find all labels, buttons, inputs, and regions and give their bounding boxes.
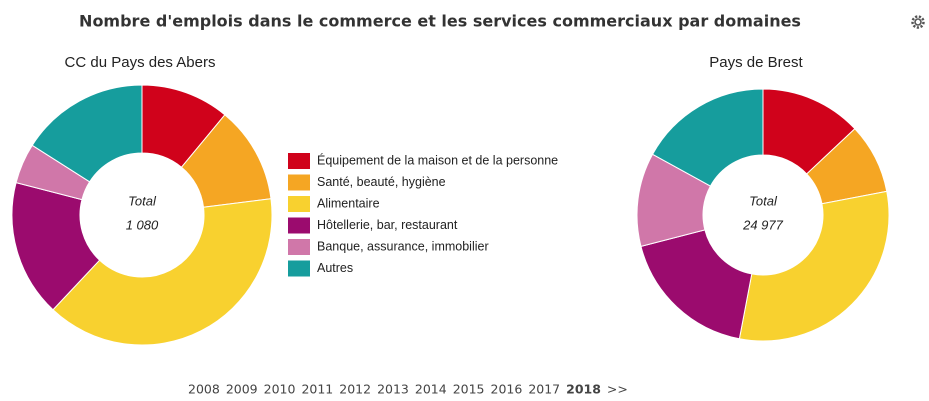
chart-subtitle: CC du Pays des Abers — [65, 54, 216, 71]
year-option[interactable]: 2013 — [377, 382, 409, 397]
legend-swatch — [288, 174, 310, 191]
donut-slice — [640, 229, 753, 340]
legend-label: Banque, assurance, immobilier — [317, 239, 489, 253]
chart-subtitle: Pays de Brest — [709, 54, 803, 71]
legend-label: Autres — [317, 261, 353, 275]
year-option[interactable]: 2010 — [264, 382, 296, 397]
gear-teeth — [911, 15, 925, 29]
page-title: Nombre d'emplois dans le commerce et les… — [79, 12, 801, 31]
legend-swatch — [288, 239, 310, 255]
year-option[interactable]: 2018 — [566, 382, 601, 397]
year-option[interactable]: 2011 — [301, 382, 333, 397]
total-value: 24 977 — [742, 217, 784, 232]
year-option[interactable]: >> — [607, 382, 628, 397]
year-option[interactable]: 2012 — [339, 382, 371, 397]
year-option[interactable]: 2014 — [415, 382, 447, 397]
legend-label: Équipement de la maison et de la personn… — [317, 152, 558, 167]
legend-swatch — [288, 217, 310, 234]
year-selector: 2008 2009 2010 2011 2012 2013 2014 2015 2016 2017… — [188, 382, 628, 397]
donut-slice — [738, 190, 890, 342]
settings-icon[interactable] — [911, 15, 925, 29]
year-option[interactable]: 2017 — [528, 382, 560, 397]
legend-swatch — [288, 196, 310, 212]
legend-label: Alimentaire — [317, 196, 380, 210]
legend-label: Hôtellerie, bar, restaurant — [317, 218, 458, 232]
donut-slice — [31, 84, 143, 183]
total-value: 1 080 — [126, 217, 159, 232]
year-option[interactable]: 2016 — [491, 382, 523, 397]
year-option[interactable]: 2008 — [188, 382, 220, 397]
legend-swatch — [288, 260, 310, 277]
total-caption: Total — [128, 193, 157, 208]
donut-slice — [651, 88, 764, 187]
gear-hub — [914, 18, 922, 26]
legend-label: Santé, beauté, hygiène — [317, 175, 446, 189]
year-option[interactable]: 2015 — [453, 382, 485, 397]
total-caption: Total — [749, 193, 778, 208]
year-option[interactable]: 2009 — [226, 382, 258, 397]
donut-slice — [52, 198, 273, 346]
legend-swatch — [288, 153, 310, 169]
